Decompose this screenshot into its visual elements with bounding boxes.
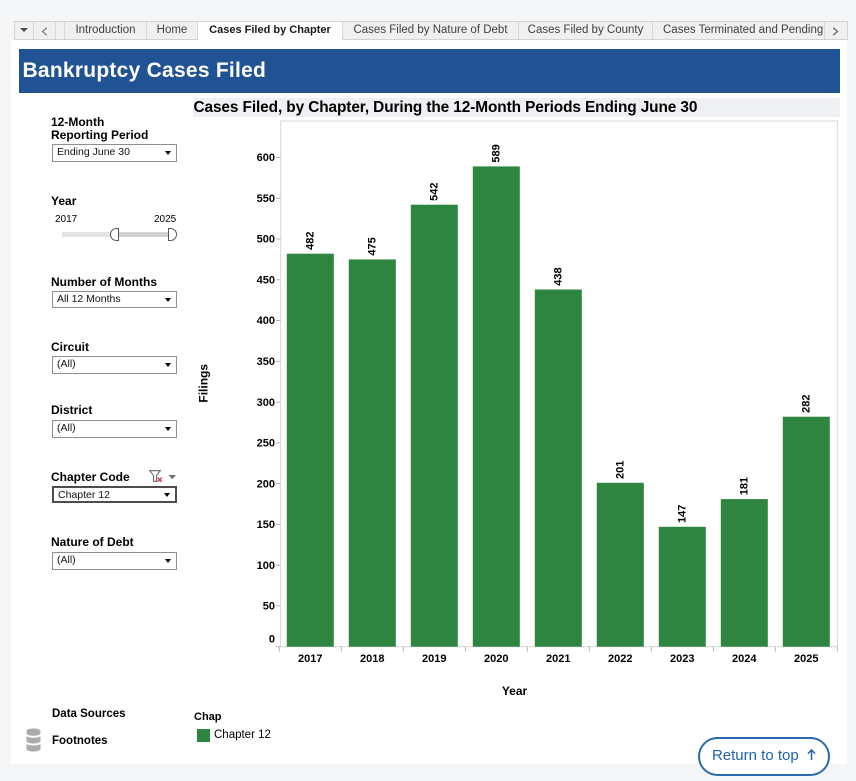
svg-text:2018: 2018 [360, 653, 384, 665]
svg-text:589: 589 [490, 144, 502, 162]
svg-text:600: 600 [257, 152, 275, 164]
svg-text:200: 200 [257, 478, 275, 490]
svg-text:2024: 2024 [732, 653, 757, 665]
svg-text:2021: 2021 [546, 653, 570, 665]
svg-text:550: 550 [257, 193, 275, 205]
svg-text:Year: Year [502, 684, 528, 698]
svg-text:100: 100 [257, 560, 275, 572]
svg-text:Filings: Filings [196, 364, 210, 403]
svg-text:400: 400 [257, 315, 275, 327]
svg-text:0: 0 [269, 633, 275, 645]
svg-text:300: 300 [257, 397, 275, 409]
svg-text:147: 147 [676, 505, 688, 523]
svg-text:2025: 2025 [794, 653, 818, 665]
svg-text:282: 282 [800, 395, 812, 413]
svg-text:438: 438 [552, 267, 564, 285]
svg-text:2019: 2019 [422, 653, 446, 665]
svg-text:350: 350 [257, 356, 275, 368]
svg-text:2023: 2023 [670, 653, 694, 665]
svg-text:500: 500 [257, 234, 275, 246]
svg-text:475: 475 [366, 237, 378, 255]
svg-text:2020: 2020 [484, 653, 508, 665]
svg-text:150: 150 [257, 519, 275, 531]
svg-text:450: 450 [257, 275, 275, 287]
svg-text:181: 181 [738, 477, 750, 495]
svg-text:482: 482 [304, 232, 316, 250]
svg-text:2017: 2017 [298, 653, 322, 665]
svg-text:250: 250 [257, 438, 275, 450]
svg-text:542: 542 [428, 183, 440, 201]
svg-text:201: 201 [614, 461, 626, 479]
svg-text:2022: 2022 [608, 653, 632, 665]
svg-text:50: 50 [263, 601, 275, 613]
